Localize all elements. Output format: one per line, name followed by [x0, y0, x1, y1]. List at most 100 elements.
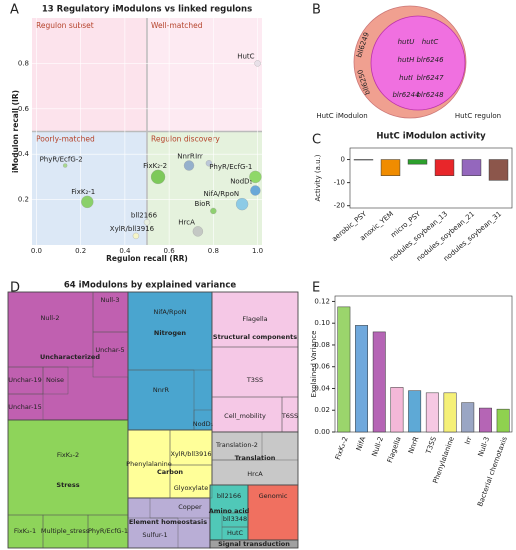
- group: [211, 291, 299, 433]
- category-label: Translation: [235, 454, 276, 462]
- category-label: Carbon: [157, 468, 183, 476]
- quadrant: [147, 18, 262, 132]
- group: [127, 497, 211, 549]
- point: [249, 170, 262, 184]
- quadrant: [147, 131, 262, 245]
- venn-label: HutC regulon: [455, 112, 501, 120]
- y-tick-label: 0.6: [18, 105, 30, 113]
- point: [192, 226, 204, 237]
- point: [132, 232, 140, 240]
- cell-label: FixK₂-2: [57, 451, 79, 459]
- cell-label: Translation-2: [215, 441, 258, 449]
- cell-label: bll3348: [223, 515, 247, 523]
- cell: [247, 484, 299, 541]
- point: [250, 185, 261, 196]
- category-label: Structural components: [213, 333, 297, 341]
- panel-letter: E: [312, 281, 320, 296]
- y-tick-label: 0.00: [314, 428, 330, 436]
- quadrant-label: Well-matched: [151, 21, 203, 30]
- cell-label: NnrR: [153, 386, 170, 394]
- point-label: NodD₁: [230, 178, 252, 186]
- y-tick-label: -20: [334, 202, 345, 210]
- point-label: HrcA: [178, 218, 195, 226]
- chart-title: HutC iModulon activity: [376, 132, 486, 142]
- cell-label: Flagella: [242, 315, 267, 323]
- y-tick-label: 0.8: [18, 59, 29, 67]
- x-tick-label: 1.0: [252, 247, 263, 255]
- x-tick-label: Flagella: [386, 436, 403, 464]
- gene: hutC: [422, 38, 439, 46]
- x-tick-label: T3SS: [424, 435, 438, 456]
- y-axis-label: Explained Variance: [310, 331, 318, 398]
- y-tick-label: 0.08: [314, 341, 330, 349]
- cell-label: T6SS: [281, 412, 298, 420]
- gene: blr6247: [416, 74, 444, 82]
- category-label: Element homeostasis: [129, 518, 207, 526]
- bar: [488, 159, 509, 181]
- gene: blr6244: [392, 91, 419, 99]
- bar: [425, 392, 439, 433]
- gene: hutU: [398, 38, 415, 46]
- cell-label: Noise: [46, 376, 64, 384]
- cell-label: Multiple_stress: [41, 527, 90, 535]
- cell: [127, 517, 179, 549]
- y-axis-label: Activity (a.u.): [314, 154, 322, 201]
- group: [209, 484, 249, 541]
- y-tick-label: -10: [334, 179, 345, 187]
- point-label: PhyR/EcfG-2: [40, 156, 83, 164]
- x-tick-label: NifA: [355, 435, 368, 451]
- point-label: bll2166: [131, 211, 158, 219]
- quadrant-label: Poorly-matched: [36, 135, 95, 144]
- x-tick-label: 0.8: [208, 247, 219, 255]
- cell-label: FixK₂-1: [14, 527, 36, 535]
- point-label: XylR/bll3916: [110, 225, 155, 233]
- venn-imodulon: [370, 15, 466, 111]
- cell-label: Cell_mobility: [224, 412, 266, 420]
- quadrant: [32, 18, 147, 132]
- y-tick-label: 0.2: [18, 196, 29, 204]
- y-tick-label: 0.12: [314, 297, 330, 305]
- group: [211, 431, 299, 486]
- gene: blr6248: [416, 91, 444, 99]
- category-label: Uncharacterized: [40, 353, 100, 361]
- y-tick-label: 0.04: [314, 384, 330, 392]
- y-tick-label: 0: [341, 156, 345, 164]
- cell-label: HutC: [227, 529, 244, 537]
- venn-label: HutC iModulon: [316, 112, 367, 120]
- panel-letter: C: [312, 133, 321, 148]
- x-tick-label: Null-3: [477, 436, 492, 458]
- plot-frame: [334, 295, 513, 433]
- group: [7, 419, 129, 549]
- cell-label: Phenylalanine: [126, 460, 172, 468]
- y-tick-label: 0.06: [314, 363, 330, 371]
- bar: [390, 387, 404, 433]
- y-axis-label: iModulon recall (IR): [11, 90, 20, 173]
- x-tick-label: 0.6: [164, 247, 176, 255]
- panel-letter: D: [10, 281, 20, 296]
- point: [235, 197, 249, 211]
- bar: [443, 392, 457, 433]
- cell-label: HrcA: [247, 470, 263, 478]
- panel-letter: B: [312, 3, 321, 18]
- cell-label: NodD₁: [193, 420, 214, 428]
- point-label: NnrR: [177, 153, 195, 161]
- panel-letter: A: [10, 3, 19, 18]
- bar: [372, 331, 386, 433]
- cell-label: Sulfur-1: [142, 531, 167, 539]
- cell-label: Genomic: [259, 492, 288, 500]
- y-tick-label: 0.4: [18, 150, 30, 158]
- cell-label: PhyR/EcfG-1: [88, 527, 128, 535]
- bar: [337, 306, 351, 433]
- gene: hutH: [398, 56, 416, 64]
- bar: [461, 402, 475, 433]
- quadrant-label: Regulon subset: [36, 21, 94, 30]
- bar: [408, 390, 422, 433]
- y-tick-label: 0.10: [314, 319, 330, 327]
- cell-label: Null-2: [40, 314, 59, 322]
- cell-label: Glyoxylate: [174, 484, 209, 492]
- group: [7, 291, 129, 421]
- chart-title: 13 Regulatory iModulons vs linked regulo…: [42, 5, 252, 15]
- point-label: BioR: [194, 200, 210, 208]
- quadrant-label: Regulon discovery: [151, 135, 220, 144]
- x-axis-label: Regulon recall (RR): [106, 254, 188, 263]
